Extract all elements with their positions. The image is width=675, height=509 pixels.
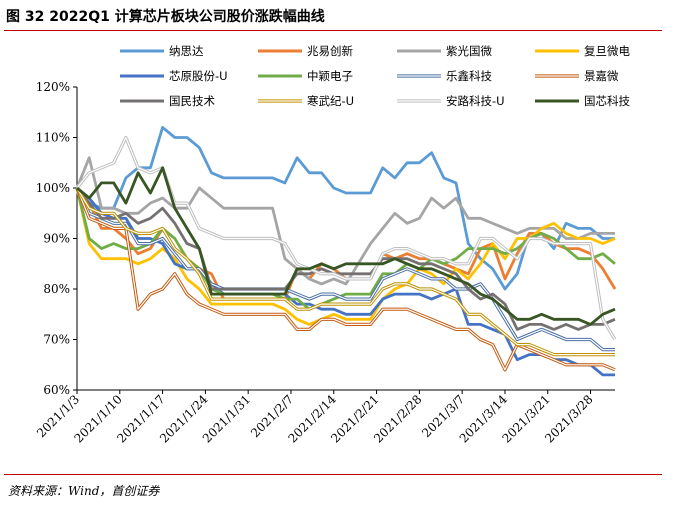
legend-label: 兆易创新 [307, 44, 353, 58]
series-line-12 [76, 166, 616, 326]
legend-item: 景嘉微 [535, 69, 619, 83]
title-divider [4, 30, 662, 31]
series-line-7-inner [76, 187, 615, 351]
series-line-10-inner [76, 187, 615, 356]
series-line-9 [75, 187, 616, 331]
legend-label: 纳思达 [169, 44, 204, 58]
legend-item: 芯原股份-U [120, 69, 228, 83]
legend-label: 寒武纪-U [307, 94, 354, 108]
legend-label: 景嘉微 [584, 69, 619, 83]
legend-item: 寒武纪-U [258, 94, 354, 108]
y-tick-label: 90% [43, 232, 70, 246]
legend-item: 国芯科技 [535, 94, 630, 108]
y-tick-label: 80% [43, 282, 70, 296]
legend-label: 国芯科技 [584, 94, 630, 108]
legend-label: 乐鑫科技 [446, 69, 492, 83]
chart-axes: 60%70%80%90%100%110%120%2021/1/32021/1/1… [34, 80, 615, 446]
legend-item: 安路科技-U [397, 94, 505, 108]
y-tick-label: 60% [43, 383, 70, 397]
legend-item: 中颖电子 [258, 69, 353, 83]
legend-item: 紫光国微 [397, 44, 492, 58]
chart-series-lines [75, 126, 617, 377]
chart-title: 图 32 2022Q1 计算芯片板块公司股价涨跌幅曲线 [6, 9, 325, 25]
source-divider [4, 474, 662, 475]
legend-label: 紫光国微 [446, 44, 492, 58]
series-line-5 [76, 186, 615, 377]
legend-item: 兆易创新 [258, 44, 353, 58]
legend-item: 乐鑫科技 [397, 69, 492, 83]
series-line-8-inner [76, 187, 616, 371]
legend-label: 安路科技-U [446, 94, 505, 108]
legend-item: 纳思达 [120, 44, 204, 58]
y-tick-label: 120% [36, 80, 70, 94]
y-tick-label: 110% [36, 131, 70, 145]
y-tick-label: 100% [36, 181, 70, 195]
y-tick-label: 70% [43, 333, 70, 347]
line-chart: 60%70%80%90%100%110%120%2021/1/32021/1/1… [34, 44, 630, 446]
source-note: 资料来源：Wind，首创证券 [8, 484, 160, 498]
series-line-11-inner [76, 136, 616, 340]
legend-label: 复旦微电 [584, 44, 630, 58]
legend-label: 中颖电子 [307, 69, 353, 83]
legend-item: 复旦微电 [535, 44, 630, 58]
legend-label: 芯原股份-U [169, 69, 228, 83]
legend-item: 国民技术 [120, 94, 215, 108]
legend-label: 国民技术 [169, 94, 215, 108]
